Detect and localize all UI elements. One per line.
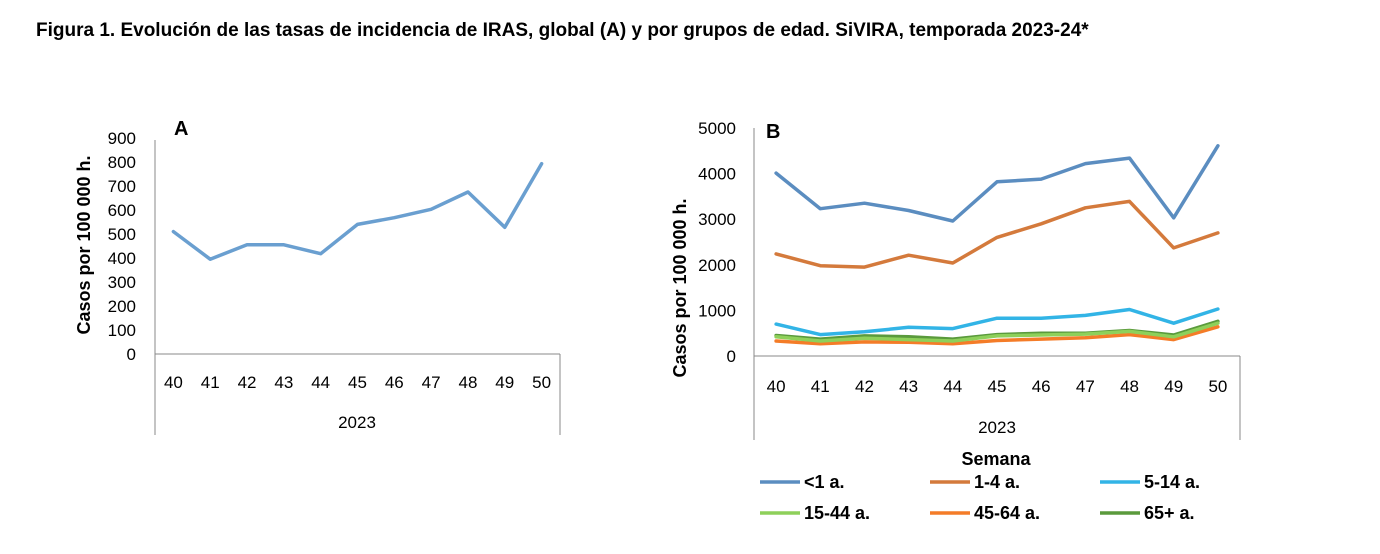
chart-a-y-ticks: 0 100 200 300 400 500 600 700 800 900 <box>108 129 136 364</box>
chart-a-y-tick-label: 400 <box>108 249 136 268</box>
chart-b-x-axis-label: Semana <box>961 449 1031 469</box>
chart-a-x-tick-label: 45 <box>348 373 367 392</box>
chart-b-panel-label: B <box>766 121 780 143</box>
chart-a-x-ticks: 40 41 42 43 44 45 46 47 48 49 50 <box>164 373 551 392</box>
chart-a: A Casos por 100 000 h. 2023 0 100 200 300 40… <box>74 118 561 435</box>
chart-a-x-tick-label: 47 <box>422 373 441 392</box>
chart-b-y-tick-label: 0 <box>727 347 736 366</box>
chart-b-y-tick-label: 3000 <box>698 210 736 229</box>
chart-a-x-tick-label: 43 <box>274 373 293 392</box>
chart-b-x-tick-label: 49 <box>1164 377 1183 396</box>
chart-a-y-tick-label: 100 <box>108 321 136 340</box>
chart-b-x-tick-label: 48 <box>1120 377 1139 396</box>
chart-a-x-tick-label: 49 <box>495 373 514 392</box>
chart-a-x-tick-label: 50 <box>532 373 551 392</box>
chart-b: B Casos por 100 000 h. 2023 Semana 0 1000… <box>670 119 1241 523</box>
chart-a-series-group <box>171 161 544 261</box>
chart-b-y-tick-label: 2000 <box>698 256 736 275</box>
chart-b-series-line <box>774 307 1220 337</box>
chart-a-series-line <box>171 161 544 261</box>
chart-b-legend: <1 a. 1-4 a. 5-14 a. 15-44 a. 45-64 a. 65+ a. <box>760 472 1200 523</box>
chart-b-x-tick-label: 50 <box>1208 377 1227 396</box>
legend-label: 15-44 a. <box>804 503 870 523</box>
chart-a-x-tick-label: 42 <box>238 373 257 392</box>
chart-a-x-tick-label: 46 <box>385 373 404 392</box>
figure-title: Figura 1. Evolución de las tasas de inci… <box>36 20 1089 41</box>
chart-b-y-tick-label: 5000 <box>698 119 736 138</box>
chart-a-x-tick-label: 41 <box>201 373 220 392</box>
chart-a-y-tick-label: 700 <box>108 177 136 196</box>
chart-b-x-tick-label: 43 <box>899 377 918 396</box>
legend-label: 45-64 a. <box>974 503 1040 523</box>
chart-a-x-tick-label: 44 <box>311 373 330 392</box>
chart-b-x-tick-label: 41 <box>811 377 830 396</box>
chart-b-y-tick-label: 4000 <box>698 165 736 184</box>
chart-b-x-ticks: 40 41 42 43 44 45 46 47 48 49 50 <box>767 377 1228 396</box>
chart-b-y-ticks: 0 1000 2000 3000 4000 5000 <box>698 119 736 366</box>
chart-a-panel-label: A <box>174 118 188 140</box>
chart-a-year-label: 2023 <box>338 413 376 432</box>
chart-a-y-axis-label: Casos por 100 000 h. <box>74 155 94 334</box>
chart-b-x-tick-label: 42 <box>855 377 874 396</box>
legend-label: 65+ a. <box>1144 503 1195 523</box>
legend-label: 5-14 a. <box>1144 472 1200 492</box>
chart-a-y-tick-label: 600 <box>108 201 136 220</box>
legend-label: <1 a. <box>804 472 845 492</box>
chart-b-series-line <box>774 325 1220 346</box>
chart-b-y-axis-label: Casos por 100 000 h. <box>670 198 690 377</box>
chart-b-series-group <box>774 144 1220 346</box>
chart-a-y-tick-label: 200 <box>108 297 136 316</box>
chart-a-x-tick-label: 48 <box>458 373 477 392</box>
chart-a-y-tick-label: 900 <box>108 129 136 148</box>
legend-label: 1-4 a. <box>974 472 1020 492</box>
chart-a-y-tick-label: 800 <box>108 153 136 172</box>
chart-b-x-tick-label: 47 <box>1076 377 1095 396</box>
chart-b-series-line <box>774 199 1220 269</box>
chart-b-series-line <box>774 144 1220 223</box>
chart-a-y-tick-label: 500 <box>108 225 136 244</box>
chart-b-x-tick-label: 45 <box>988 377 1007 396</box>
chart-a-y-tick-label: 0 <box>127 345 136 364</box>
chart-a-x-tick-label: 40 <box>164 373 183 392</box>
chart-b-y-tick-label: 1000 <box>698 301 736 320</box>
chart-a-y-tick-label: 300 <box>108 273 136 292</box>
chart-b-x-tick-label: 46 <box>1032 377 1051 396</box>
chart-b-year-label: 2023 <box>978 418 1016 437</box>
chart-b-x-tick-label: 44 <box>943 377 962 396</box>
chart-b-series-line <box>774 321 1220 343</box>
chart-b-x-tick-label: 40 <box>767 377 786 396</box>
